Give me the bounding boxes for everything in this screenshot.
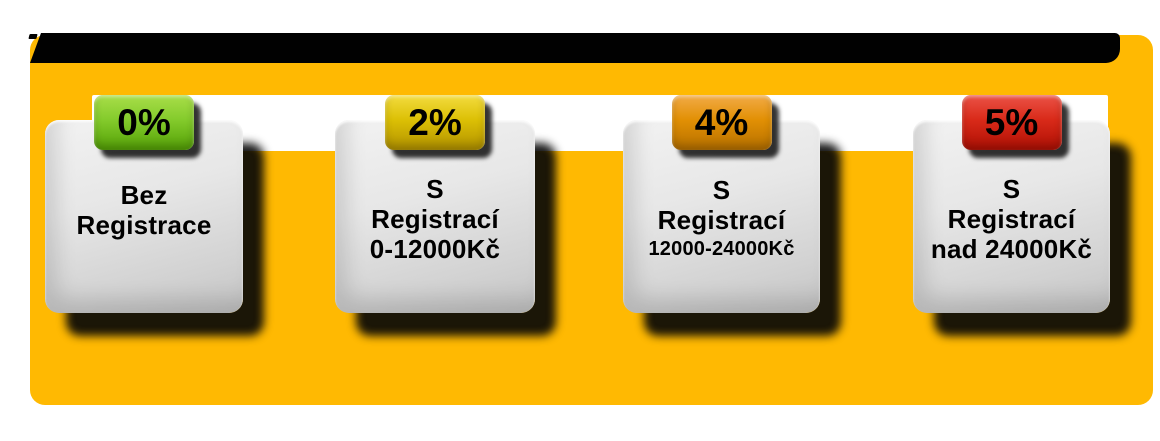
rate-card-0-12000: 2% S Registrací 0-12000Kč <box>335 95 535 313</box>
card-label-line-2: Registrací <box>371 203 499 234</box>
card-label-line-2: Registrací <box>657 204 786 235</box>
rate-badge-5: 5% <box>961 95 1062 150</box>
card-label-line-1: S <box>1002 173 1021 204</box>
rate-card-nad-24000: 5% S Registrací nad 24000Kč <box>913 95 1110 313</box>
card-label-line-1: Bez <box>120 179 168 210</box>
card-label-line-2: Registrace <box>76 209 212 240</box>
rate-badge-2: 2% <box>385 95 485 150</box>
card-label-line-3: 0-12000Kč <box>369 233 501 264</box>
card-label-line-3: nad 24000Kč <box>930 233 1093 264</box>
card-label: Bez Registrace <box>77 180 212 240</box>
rate-card-bez-registrace: 0% Bez Registrace <box>45 95 243 313</box>
title-bar-notch <box>28 34 38 39</box>
rate-badge-0: 0% <box>94 95 194 150</box>
card-label-line-3: 12000-24000Kč <box>648 237 795 260</box>
card-label: S Registrací 12000-24000Kč <box>648 175 794 263</box>
card-label-line-2: Registrací <box>947 203 1076 234</box>
card-label-line-1: S <box>426 173 444 204</box>
rate-card-12000-24000: 4% S Registrací 12000-24000Kč <box>623 95 820 313</box>
title-bar <box>30 33 1120 63</box>
rate-badge-4: 4% <box>671 95 772 150</box>
card-label: S Registrací nad 24000Kč <box>931 174 1092 264</box>
card-label: S Registrací 0-12000Kč <box>370 174 500 264</box>
card-label-line-1: S <box>712 174 731 205</box>
